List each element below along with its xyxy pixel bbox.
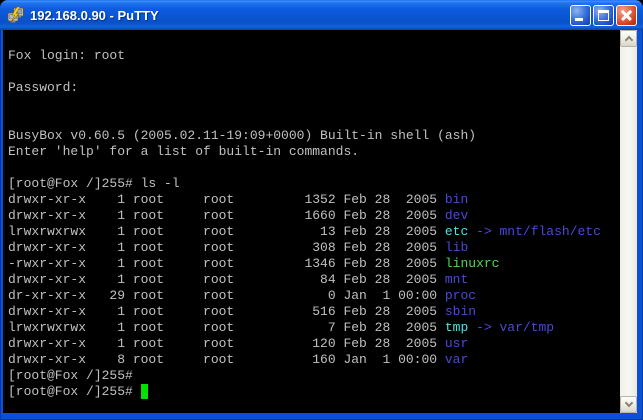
close-button[interactable] [616,4,637,26]
terminal-line: BusyBox v0.60.5 (2005.02.11-19:09+0000) … [8,128,477,143]
terminal-line: Fox login: root [8,48,126,63]
terminal-line: -rwxr-xr-x 1 root root 1346 Feb 28 2005 … [8,256,500,271]
scroll-up-button[interactable] [620,30,637,47]
terminal-line: lrwxrwxrwx 1 root root 13 Feb 28 2005 et… [8,224,601,239]
minimize-button[interactable] [570,4,591,26]
terminal-line: lrwxrwxrwx 1 root root 7 Feb 28 2005 tmp… [8,320,555,335]
terminal-line: Enter 'help' for a list of built-in comm… [8,144,360,159]
terminal-line: Password: [8,80,79,95]
terminal-line: drwxr-xr-x 1 root root 308 Feb 28 2005 l… [8,240,469,255]
terminal-line [8,32,620,48]
putty-terminals-icon[interactable] [7,6,25,24]
titlebar[interactable]: 192.168.0.90 - PuTTY [0,0,643,30]
terminal-cursor [140,384,149,399]
terminal-text: Fox login: root Password: BusyBox v0.60.5 … [8,32,620,400]
terminal-line: [root@Fox /]255# [8,368,133,383]
terminal-line: [root@Fox /]255# ls -l [8,176,180,191]
maximize-icon [598,9,609,21]
terminal-line [8,160,620,176]
terminal-line: drwxr-xr-x 1 root root 84 Feb 28 2005 mn… [8,272,469,287]
terminal-client-area: Fox login: root Password: BusyBox v0.60.5 … [3,30,637,413]
terminal-line: dr-xr-xr-x 29 root root 0 Jan 1 00:00 pr… [8,288,477,303]
scrollbar[interactable] [620,30,637,413]
terminal-line [8,96,620,112]
minimize-icon [575,17,583,21]
terminal-line [8,112,620,128]
maximize-button[interactable] [593,4,614,26]
chevron-down-icon [624,398,634,408]
window-title: 192.168.0.90 - PuTTY [30,7,159,23]
terminal-line: drwxr-xr-x 1 root root 1352 Feb 28 2005 … [8,192,469,207]
terminal-line [8,64,620,80]
terminal-line: drwxr-xr-x 8 root root 160 Jan 1 00:00 v… [8,352,469,367]
terminal-screen[interactable]: Fox login: root Password: BusyBox v0.60.5 … [3,30,620,413]
terminal-line: drwxr-xr-x 1 root root 516 Feb 28 2005 s… [8,304,477,319]
terminal-line: drwxr-xr-x 1 root root 1660 Feb 28 2005 … [8,208,469,223]
scroll-down-button[interactable] [620,396,637,413]
chevron-up-icon [624,35,634,45]
terminal-line: [root@Fox /]255# [8,384,620,400]
terminal-line: drwxr-xr-x 1 root root 120 Feb 28 2005 u… [8,336,469,351]
